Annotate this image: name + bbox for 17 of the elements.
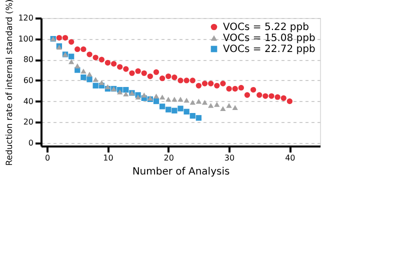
y-tick-label: 100 bbox=[18, 34, 34, 44]
x-tick-label: 20 bbox=[164, 154, 174, 162]
legend-label: VOCs = 5.22 ppb bbox=[223, 22, 309, 33]
x-tick-label: 10 bbox=[103, 154, 114, 162]
legend-label: VOCs = 22.72 ppb bbox=[223, 44, 316, 55]
x-tick-label: 0 bbox=[45, 154, 50, 162]
legend-label: VOCs = 15.08 ppb bbox=[223, 33, 316, 44]
y-axis-title: Reduction rate of internal standard (%) bbox=[5, 0, 16, 166]
y-tick-label: 120 bbox=[18, 14, 34, 22]
x-axis-title: Number of Analysis bbox=[132, 166, 230, 178]
y-tick-label: 60 bbox=[23, 76, 34, 85]
y-tick-label: 40 bbox=[23, 96, 34, 106]
y-tick-label: 0 bbox=[28, 138, 34, 148]
y-tick-label: 80 bbox=[23, 55, 34, 64]
x-tick-label: 30 bbox=[224, 154, 235, 162]
y-tick-label: 20 bbox=[23, 118, 34, 127]
x-tick-label: 40 bbox=[285, 154, 296, 162]
